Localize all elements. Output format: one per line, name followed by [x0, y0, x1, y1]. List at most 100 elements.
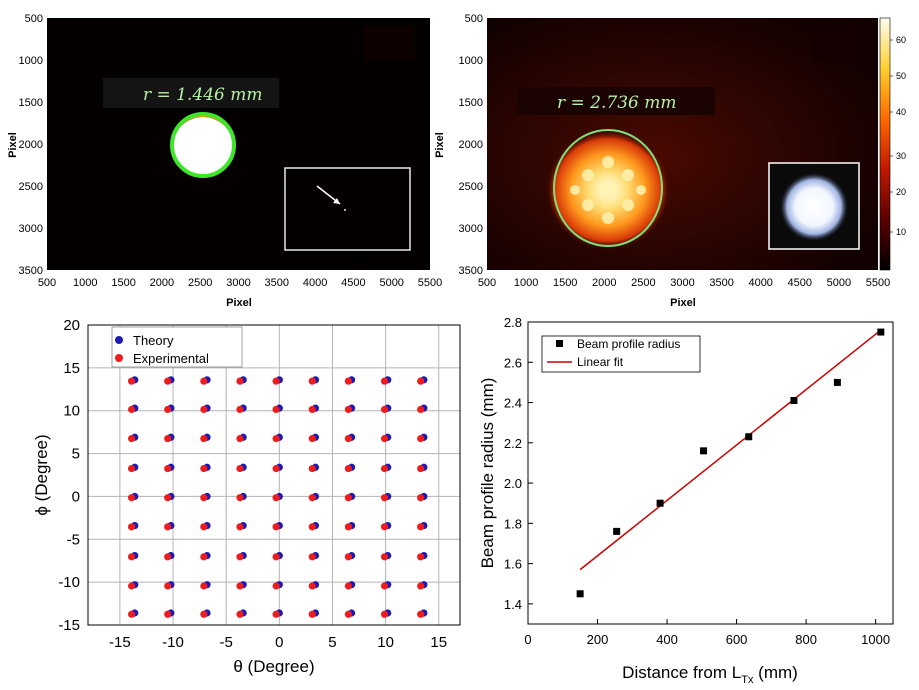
- y-tick-label: 1.4: [504, 597, 522, 612]
- x-tick-label: 5500: [866, 277, 890, 289]
- y-tick-label: 3000: [459, 223, 483, 235]
- y-tick-label: 2.2: [504, 436, 522, 451]
- data-point-experimental: [164, 464, 172, 473]
- data-point-experimental: [200, 582, 208, 590]
- radius-label-box: [103, 78, 279, 108]
- data-point-experimental: [380, 610, 389, 618]
- x-tick-label: 0: [275, 634, 283, 651]
- y-tick-label: 20: [63, 317, 80, 334]
- data-point-beam-radius: [576, 590, 584, 598]
- colorbar-tick-label: 30: [896, 151, 906, 161]
- x-tick-label: 1500: [553, 277, 577, 289]
- x-tick-label: 3000: [670, 277, 694, 289]
- legend-marker-theory: [115, 336, 123, 344]
- data-point-experimental: [127, 523, 136, 531]
- data-point-experimental: [380, 434, 389, 443]
- data-point-experimental: [127, 494, 136, 502]
- x-tick-label: 3000: [226, 277, 250, 289]
- data-point-experimental: [417, 523, 425, 531]
- data-point-experimental: [308, 523, 316, 531]
- data-point-experimental: [272, 610, 280, 618]
- data-point-experimental: [308, 582, 316, 590]
- fit-circle: [553, 129, 663, 247]
- colorbar: [879, 17, 891, 271]
- y-tick-label: -5: [67, 531, 80, 548]
- x-tick-label: 2500: [631, 277, 655, 289]
- data-point-experimental: [272, 582, 280, 590]
- data-point-experimental: [308, 405, 316, 414]
- data-point-experimental: [127, 405, 136, 414]
- data-point-experimental: [380, 405, 389, 414]
- y-tick-label: 2.0: [504, 476, 522, 491]
- y-tick-label: 500: [25, 13, 43, 25]
- x-tick-label: 0: [524, 632, 531, 647]
- x-tick-label: 5: [328, 634, 336, 651]
- data-point-experimental: [127, 434, 136, 443]
- y-axis-label: Pixel: [7, 132, 19, 158]
- data-point-experimental: [164, 434, 172, 443]
- x-tick-label: 4000: [303, 277, 327, 289]
- y-axis-label: Beam profile radius (mm): [478, 378, 497, 569]
- x-tick-label: 5500: [418, 277, 442, 289]
- linear-fit-line: [579, 329, 882, 571]
- y-tick-label: 1000: [19, 55, 43, 67]
- data-point-experimental: [200, 464, 208, 473]
- x-tick-label: 500: [38, 277, 56, 289]
- y-tick-label: 2000: [459, 139, 483, 151]
- x-tick-label: 3500: [709, 277, 733, 289]
- data-point-experimental: [272, 434, 280, 443]
- x-tick-label: 1500: [111, 277, 135, 289]
- panel-top-left: r = 1.446 mm 23.5 mm 15.6 mm 500 1000 1500…: [7, 13, 442, 309]
- x-tick-label: 4500: [788, 277, 812, 289]
- x-tick-label: 200: [587, 632, 609, 647]
- data-point-experimental: [200, 377, 208, 385]
- x-tick-label: 2500: [188, 277, 212, 289]
- chart-beam-radius: 0 200 400 600 800 1000 1.4 1.6 1.8 2.0 2.2 2.4 2.6 2.…: [478, 315, 894, 686]
- data-point-experimental: [272, 464, 280, 473]
- y-tick-label: 3000: [19, 223, 43, 235]
- data-point-beam-radius: [877, 328, 885, 336]
- data-point-experimental: [344, 464, 352, 473]
- x-axis-label: Distance from LTx (mm): [622, 663, 798, 686]
- data-point-experimental: [236, 494, 244, 502]
- x-tick-label: 800: [795, 632, 817, 647]
- data-point-experimental: [344, 405, 352, 414]
- data-point-experimental: [344, 434, 352, 443]
- data-point-experimental: [417, 553, 425, 561]
- data-point-experimental: [272, 405, 280, 414]
- x-tick-label: 10: [377, 634, 394, 651]
- data-point-beam-radius: [790, 397, 798, 405]
- y-tick-label: 1.6: [504, 557, 522, 572]
- x-axis-label: θ (Degree): [233, 657, 314, 676]
- data-point-experimental: [200, 494, 208, 502]
- data-point-experimental: [236, 523, 244, 531]
- y-axis-label: Pixel: [434, 132, 446, 158]
- y-tick-label: 2500: [459, 181, 483, 193]
- x-tick-label: 2000: [150, 277, 174, 289]
- y-tick-label: 3500: [459, 265, 483, 277]
- x-tick-label: 4000: [748, 277, 772, 289]
- data-point-experimental: [344, 610, 352, 618]
- data-point-experimental: [308, 377, 316, 385]
- data-point-beam-radius: [700, 447, 708, 455]
- data-point-experimental: [236, 377, 244, 385]
- data-point-experimental: [164, 553, 172, 561]
- data-point-experimental: [236, 582, 244, 590]
- plot-frame: [87, 324, 461, 626]
- data-point-experimental: [308, 434, 316, 443]
- x-tick-label: 500: [478, 277, 496, 289]
- data-point-experimental: [236, 434, 244, 443]
- data-point-experimental: [200, 405, 208, 414]
- data-point-experimental: [200, 434, 208, 443]
- data-point-experimental: [417, 405, 425, 414]
- radius-label: r = 1.446 mm: [143, 85, 263, 105]
- data-point-experimental: [272, 553, 280, 561]
- y-tick-label: 2.8: [504, 315, 522, 330]
- data-point-experimental: [272, 377, 280, 385]
- data-point-experimental: [236, 553, 244, 561]
- data-point-experimental: [380, 464, 389, 473]
- y-tick-label: 2000: [19, 139, 43, 151]
- data-point-experimental: [164, 405, 172, 414]
- data-point-experimental: [236, 610, 244, 618]
